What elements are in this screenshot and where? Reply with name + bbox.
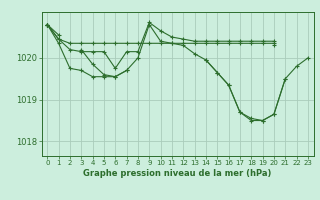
- X-axis label: Graphe pression niveau de la mer (hPa): Graphe pression niveau de la mer (hPa): [84, 169, 272, 178]
